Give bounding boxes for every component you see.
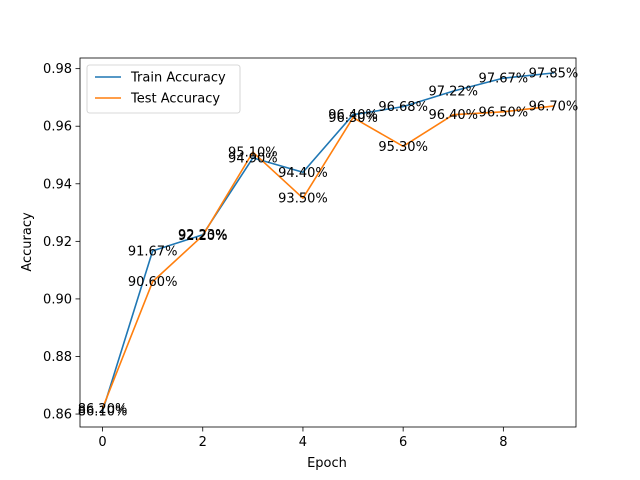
y-tick-label: 0.86 (43, 408, 72, 423)
x-tick-label: 0 (98, 435, 106, 450)
data-label-test-1: 90.60% (128, 275, 178, 290)
data-label-train-5: 96.40% (328, 108, 378, 123)
data-label-train-8: 97.67% (479, 72, 529, 87)
legend-box (86, 64, 241, 114)
x-tick-label: 4 (299, 435, 307, 450)
data-label-train-6: 96.68% (378, 100, 428, 115)
y-axis-label: Accuracy (20, 212, 35, 272)
data-label-test-9: 96.70% (529, 100, 579, 115)
legend-label-test: Test Accuracy (130, 92, 220, 107)
axes-frame (79, 57, 577, 428)
data-label-train-2: 92.23% (178, 228, 228, 243)
data-label-test-8: 96.50% (479, 105, 529, 120)
x-tick-label: 8 (499, 435, 507, 450)
data-labels: 86.10% 91.67%92.23% 94.90%94.40% 96.40%96.6… (78, 66, 578, 419)
data-label-train-0: 86.10% (78, 405, 128, 420)
data-label-test-7: 96.40% (428, 108, 478, 123)
y-tick-label: 0.98 (43, 62, 72, 77)
data-label-test-3: 95.10% (228, 146, 278, 161)
plot-area (101, 72, 555, 413)
legend-label-train: Train Accuracy (130, 71, 226, 86)
data-label-train-4: 94.40% (278, 166, 328, 181)
data-label-test-6: 95.30% (378, 140, 428, 155)
x-axis-label: Epoch (307, 456, 347, 471)
data-label-test-4: 93.50% (278, 192, 328, 207)
legend: Train Accuracy Test Accuracy (86, 64, 241, 114)
y-tick-label: 0.94 (43, 177, 72, 192)
data-label-test-2: 92.20% (178, 229, 228, 244)
series-line-test (101, 105, 555, 410)
y-tick-label: 0.88 (43, 350, 72, 365)
data-label-train-1: 91.67% (128, 244, 178, 259)
data-label-train-3: 94.90% (228, 151, 278, 166)
x-tick-label: 2 (199, 435, 207, 450)
y-tick-label: 0.90 (43, 292, 72, 307)
data-label-test-0: 86.20% (78, 402, 128, 417)
axes: 0 2 4 6 8 0.86 0.88 0.90 0.92 0.94 0.96 0.98 (43, 57, 577, 450)
data-label-train-9: 97.85% (529, 66, 579, 81)
y-tick-label: 0.92 (43, 235, 72, 250)
series-line-train (101, 72, 555, 413)
data-label-train-7: 97.22% (428, 85, 478, 100)
x-tick-label: 6 (399, 435, 407, 450)
data-label-test-5: 96.30% (328, 111, 378, 126)
y-tick-label: 0.96 (43, 120, 72, 135)
